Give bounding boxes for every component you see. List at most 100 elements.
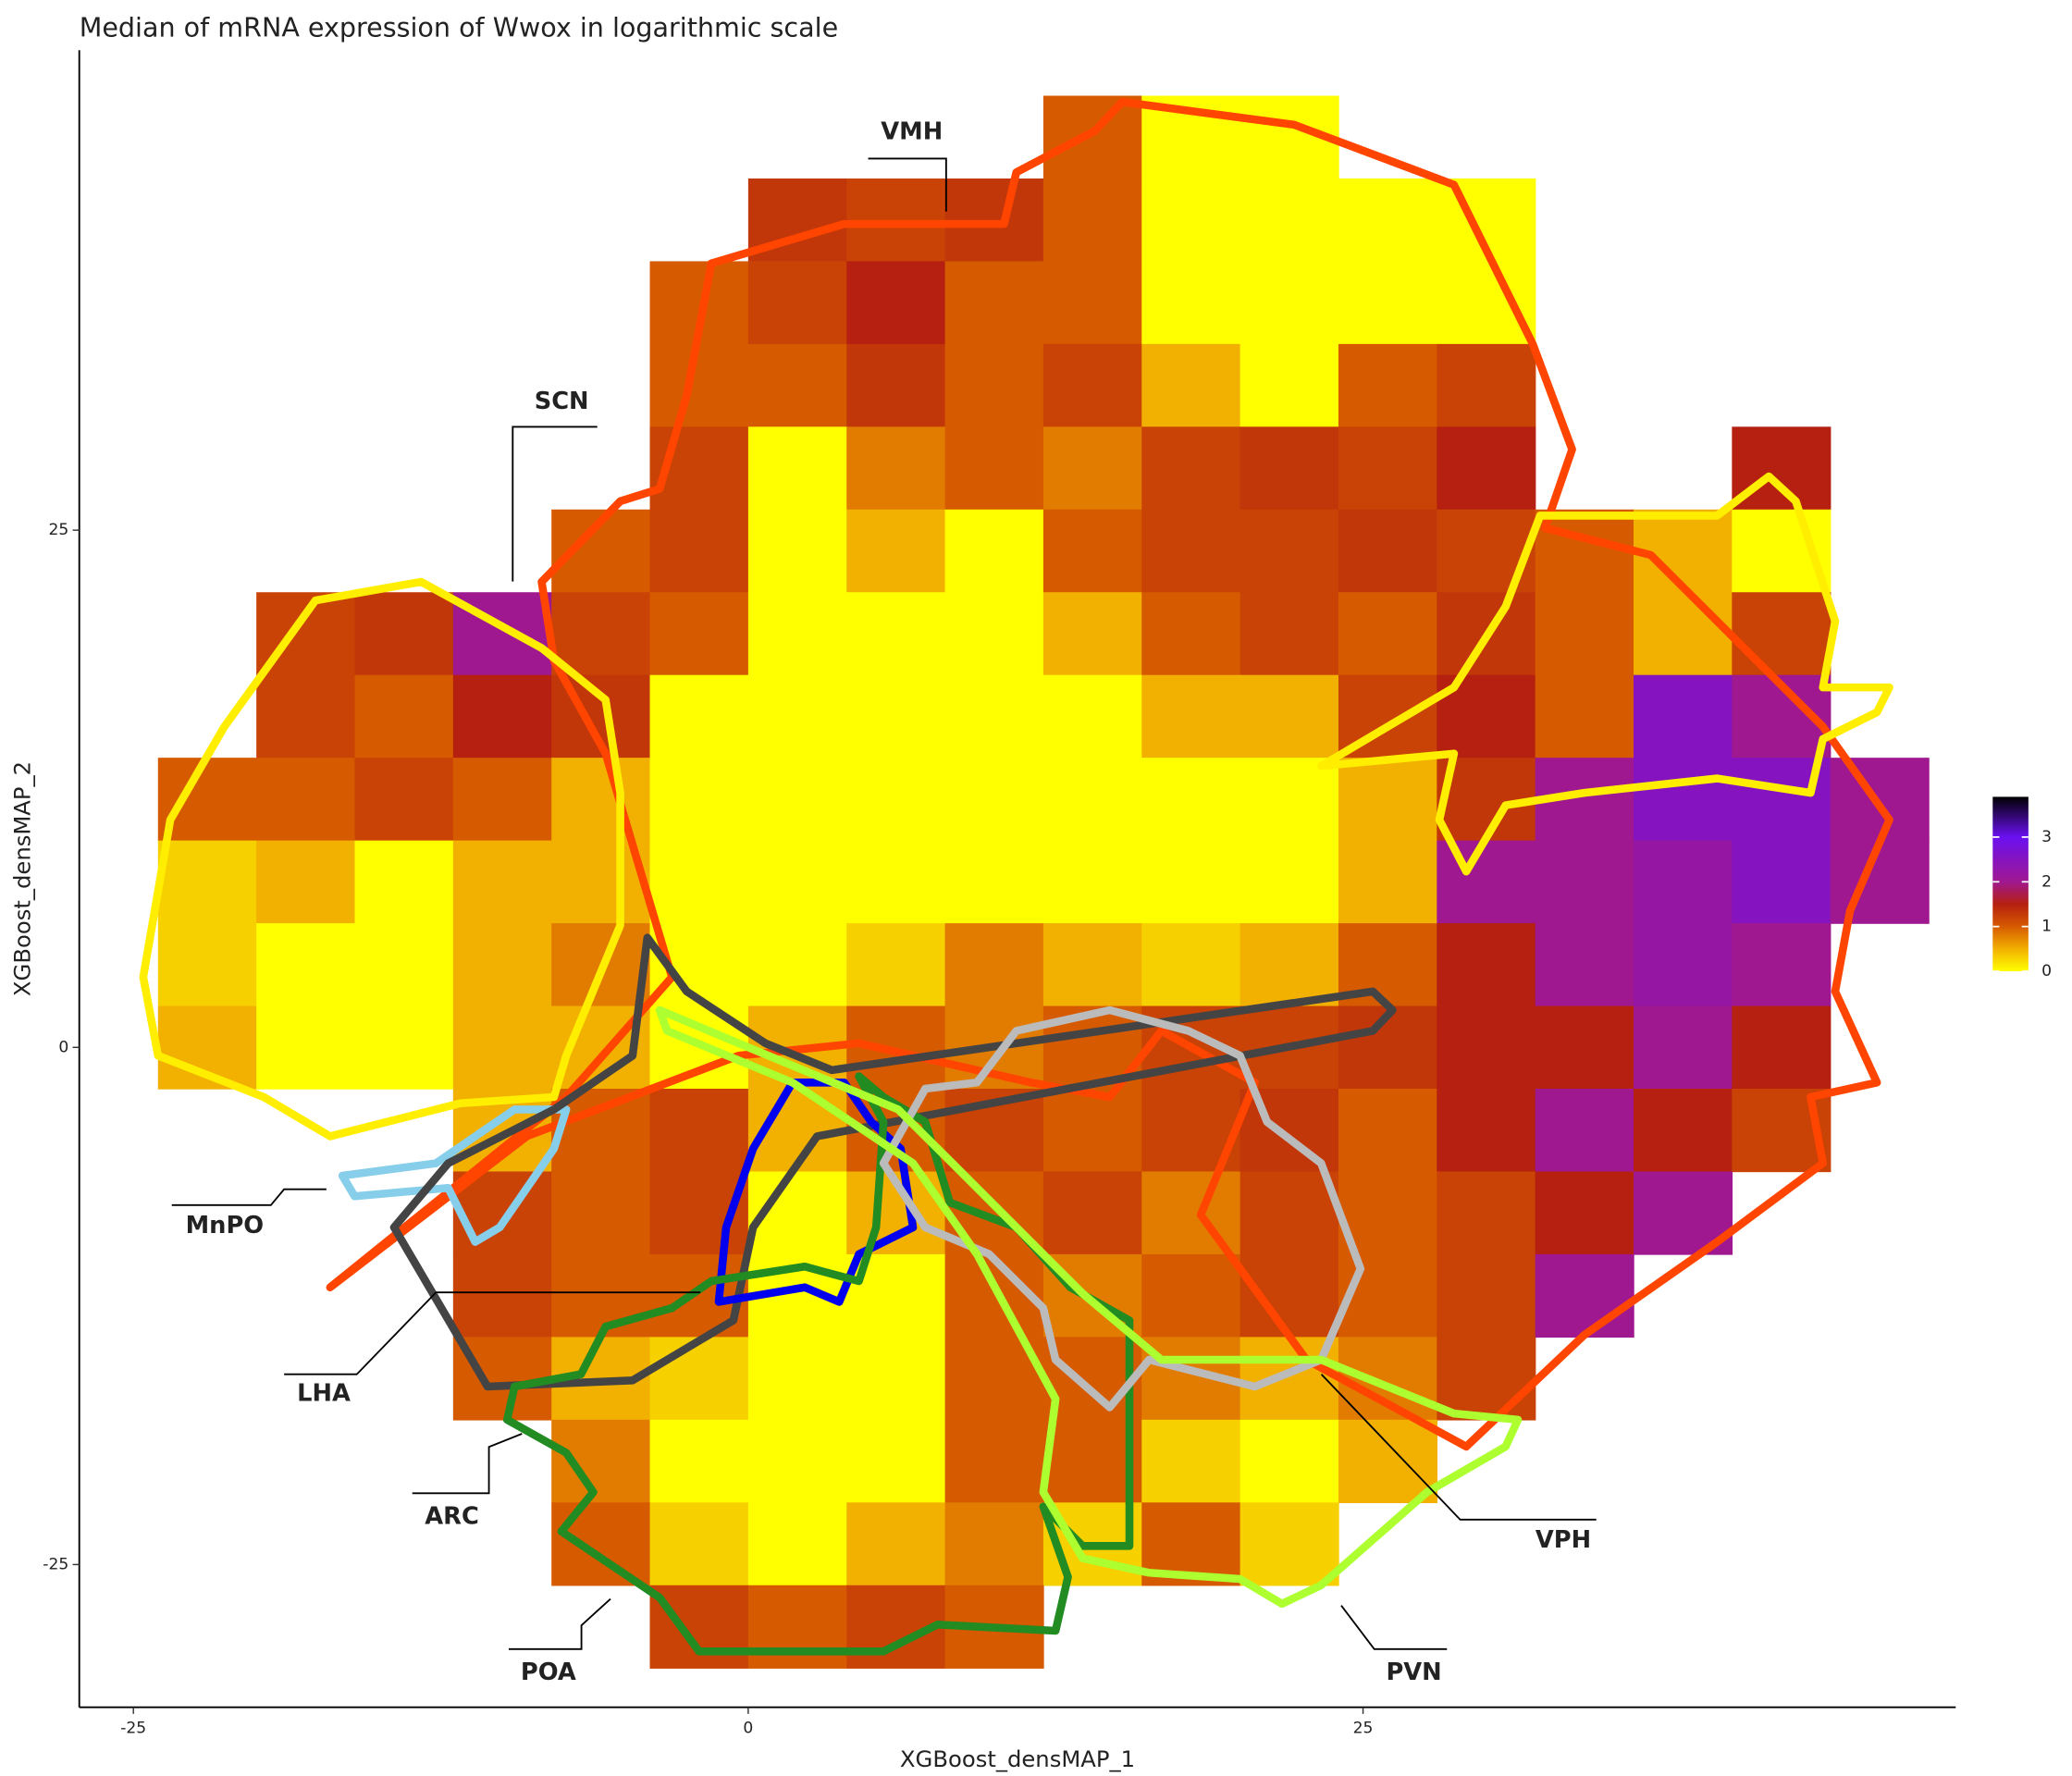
colorbar-tick-label: 1	[2041, 918, 2052, 936]
hex-cell	[452, 674, 552, 758]
hex-cell	[157, 758, 257, 842]
hex-cell	[354, 758, 454, 842]
x-tick-label: 25	[1353, 1720, 1374, 1738]
hex-cell	[1633, 592, 1733, 676]
hex-cell	[1141, 261, 1241, 345]
hex-cell	[1338, 426, 1438, 511]
hex-cell	[1240, 426, 1339, 511]
hex-cell	[1240, 509, 1339, 593]
hex-cell	[1042, 95, 1142, 179]
region-outline	[655, 1005, 1523, 1609]
region-outline	[326, 97, 1893, 1451]
hex-cell	[1240, 840, 1339, 924]
region-outline	[879, 1005, 1365, 1412]
hex-cell	[1437, 923, 1536, 1007]
hex-cell	[846, 1337, 946, 1421]
hex-cell	[649, 1585, 749, 1669]
hex-cell	[1141, 343, 1241, 428]
hex-cell	[649, 1337, 749, 1421]
hex-cell	[846, 923, 946, 1007]
hex-cell	[1042, 674, 1142, 758]
hex-cell	[1338, 840, 1438, 924]
hex-cell	[354, 923, 454, 1007]
hex-cell	[452, 1253, 552, 1338]
hex-cell	[846, 509, 946, 593]
region-layer	[139, 97, 1893, 1656]
hex-cell	[747, 426, 847, 511]
region-label: PVN	[1386, 1659, 1441, 1686]
hex-cell	[1338, 592, 1438, 676]
hex-cell	[1141, 674, 1241, 758]
label-leader	[868, 157, 947, 212]
label-leader	[1320, 1374, 1597, 1521]
hex-cell	[846, 343, 946, 428]
hex-cell	[1732, 592, 1832, 676]
hex-cell	[1535, 509, 1634, 593]
hex-cell	[1437, 1089, 1536, 1173]
hex-cell	[1141, 758, 1241, 842]
region-label: VMH	[881, 117, 943, 145]
hex-cell	[944, 343, 1044, 428]
label-leader	[284, 1291, 701, 1375]
hex-cell	[1633, 758, 1733, 842]
hex-cell	[1535, 1005, 1634, 1090]
hex-cell	[1338, 509, 1438, 593]
hex-cell	[1732, 1005, 1832, 1090]
region-label: POA	[521, 1659, 576, 1686]
hex-cell	[944, 1419, 1044, 1504]
label-leader	[512, 426, 598, 582]
hex-cell	[1042, 592, 1142, 676]
hex-cell	[452, 1005, 552, 1090]
hex-cell	[944, 261, 1044, 345]
hex-cell	[1240, 178, 1339, 263]
hex-cell	[1535, 592, 1634, 676]
hex-cell	[1141, 1419, 1241, 1504]
hex-cell	[649, 1089, 749, 1173]
hex-cell	[649, 592, 749, 676]
colorbar-tick-label: 3	[2041, 828, 2052, 846]
hex-cell	[846, 592, 946, 676]
region-label: MnPO	[186, 1212, 265, 1240]
hex-cell	[157, 840, 257, 924]
hex-cell	[1338, 178, 1438, 263]
hex-cell	[846, 261, 946, 345]
x-tick-label: 0	[743, 1720, 753, 1738]
hex-cell	[747, 758, 847, 842]
hex-cell	[1141, 840, 1241, 924]
label-leader	[171, 1188, 327, 1206]
hex-cell	[1240, 592, 1339, 676]
hex-cell	[1141, 509, 1241, 593]
hex-cell	[846, 758, 946, 842]
hex-cell	[747, 1502, 847, 1586]
hex-cell	[1437, 426, 1536, 511]
hex-cell	[944, 592, 1044, 676]
label-leader	[412, 1433, 523, 1495]
hex-cell	[1141, 592, 1241, 676]
region-outline	[139, 577, 624, 1141]
hex-cell	[747, 674, 847, 758]
hex-cell	[1338, 758, 1438, 842]
hex-cell	[649, 1502, 749, 1586]
hex-cell	[1240, 1253, 1339, 1338]
y-tick-label: -25	[43, 1555, 68, 1573]
hex-cell	[747, 1585, 847, 1669]
hex-cell	[747, 261, 847, 345]
hex-cell	[1535, 1253, 1634, 1338]
hex-cell	[846, 840, 946, 924]
hex-cell	[452, 840, 552, 924]
hex-cell	[944, 923, 1044, 1007]
hex-cell	[1338, 1089, 1438, 1173]
hex-cell	[256, 923, 356, 1007]
hex-cell	[1633, 674, 1733, 758]
y-tick-label: 25	[48, 521, 68, 539]
hex-cell	[551, 758, 651, 842]
hex-cell	[1732, 840, 1832, 924]
hex-cell	[649, 758, 749, 842]
hex-cell	[452, 758, 552, 842]
x-axis-label: XGBoost_densMAP_1	[900, 1745, 1135, 1772]
region-outline	[1317, 472, 1893, 876]
hex-cell	[1042, 426, 1142, 511]
hex-cell	[1141, 1171, 1241, 1255]
hex-cell	[1338, 343, 1438, 428]
